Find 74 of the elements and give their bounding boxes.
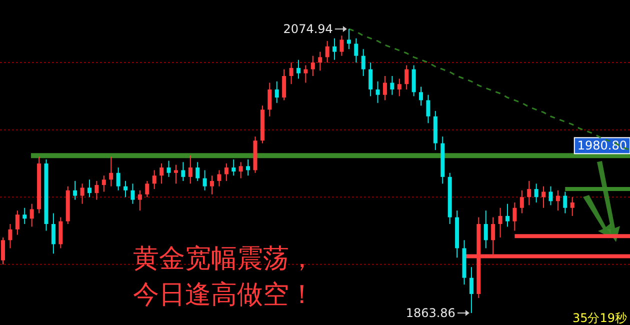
candlestick: [426, 94, 430, 124]
candlestick: [354, 38, 358, 64]
candlestick: [160, 162, 164, 184]
candlestick: [116, 167, 120, 191]
candlestick: [58, 216, 63, 249]
candlestick: [166, 160, 171, 178]
ref-line-label: 1980.80: [577, 138, 627, 153]
candlestick: [404, 64, 409, 90]
candlestick: [520, 190, 524, 214]
candlestick: [268, 82, 272, 117]
candlestick: [340, 35, 344, 56]
candlestick: [304, 64, 308, 84]
candlestick: [325, 40, 330, 64]
candlestick: [361, 48, 366, 77]
annotation: 今日逢高做空！: [133, 280, 315, 310]
candlestick: [498, 207, 502, 238]
annotation: 2074.94: [283, 22, 333, 36]
candlestick: [80, 183, 84, 204]
candlestick: [224, 162, 228, 182]
candlestick: [109, 156, 114, 187]
candlestick: [1, 236, 5, 265]
candlestick: [548, 186, 553, 206]
candlestick: [484, 210, 488, 249]
candlestick: [145, 180, 150, 198]
candlestick: [15, 210, 20, 236]
candlestick: [124, 180, 128, 198]
candlestick: [469, 266, 474, 314]
candlestick: [534, 183, 538, 203]
candlestick: [130, 183, 135, 204]
candlestick: [152, 170, 156, 190]
candlestick: [30, 203, 34, 228]
annotation: 1863.86: [406, 306, 456, 320]
candlestick: [289, 62, 294, 85]
candlestick: [174, 164, 178, 184]
candlestick: [570, 196, 574, 216]
candlestick: [390, 76, 394, 96]
candlestick: [527, 180, 532, 206]
annotation: 35分19秒: [572, 311, 627, 325]
candlestick: [512, 202, 517, 232]
candlestick: [181, 162, 186, 182]
candlestick: [87, 179, 92, 198]
candlestick: [188, 154, 192, 184]
candlestick: [368, 62, 373, 97]
candlestick: [246, 158, 250, 176]
candlestick: [310, 55, 315, 77]
candlestick: [217, 170, 222, 187]
candlestick: [102, 175, 106, 192]
candlestick: [51, 212, 56, 254]
candlestick: [505, 203, 510, 228]
candlestick: [296, 59, 300, 80]
candlestick: [94, 180, 99, 200]
candlestick: [542, 186, 546, 208]
candlestick: [376, 80, 380, 104]
candlestick: [210, 175, 214, 195]
candlestick: [8, 224, 12, 249]
annotation: 黄金宽幅震荡，: [133, 244, 315, 274]
candlestick: [202, 170, 207, 191]
candlestick: [563, 191, 568, 214]
candlestick: [412, 64, 416, 97]
candlestick: [318, 51, 322, 72]
candlestick: [73, 180, 78, 200]
candlestick: [382, 76, 387, 101]
candlestick: [196, 162, 200, 182]
candlestick: [397, 78, 402, 97]
candlestick: [238, 162, 243, 179]
candlestick: [346, 28, 351, 50]
candlestick: [556, 190, 560, 212]
candlestick: [138, 190, 142, 212]
candlestick: [22, 207, 27, 225]
candlestick: [282, 68, 286, 101]
candlestick: [274, 80, 279, 104]
candlestick: [232, 158, 236, 176]
candlestick: [419, 86, 423, 106]
candlestick: [332, 38, 337, 60]
